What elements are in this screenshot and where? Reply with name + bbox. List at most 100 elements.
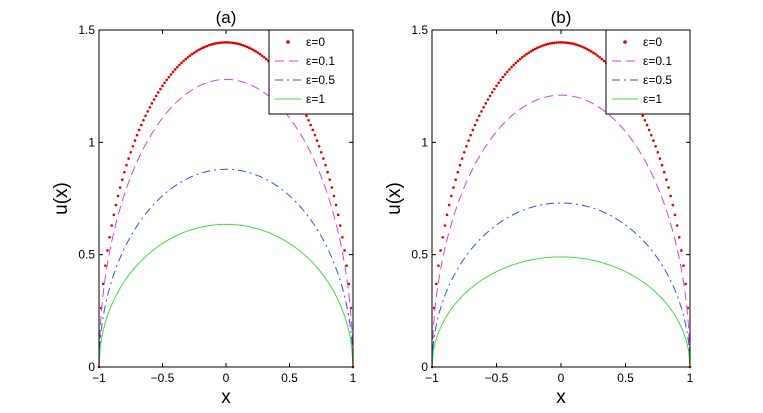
data-point [658, 157, 662, 160]
series-3 [431, 256, 691, 368]
data-point [231, 41, 234, 45]
data-point [662, 170, 666, 174]
x-tick-label: 0.5 [617, 371, 634, 385]
data-point [315, 139, 319, 142]
data-point [250, 47, 253, 51]
data-point [169, 73, 173, 76]
series-line [431, 94, 691, 368]
data-point [212, 42, 215, 46]
data-point [123, 170, 126, 174]
data-point [602, 59, 606, 63]
data-point [142, 118, 145, 122]
data-point [682, 264, 685, 267]
data-point [493, 87, 496, 91]
data-point [114, 203, 118, 207]
data-point [199, 47, 202, 51]
y-tick-label: 1.5 [78, 23, 95, 37]
data-point [252, 48, 255, 52]
data-point [184, 57, 188, 61]
y-tick-label: 0.5 [78, 248, 95, 262]
legend-box [605, 29, 691, 115]
data-point [135, 133, 139, 137]
data-point [462, 150, 466, 154]
data-point [641, 114, 644, 118]
data-point [465, 144, 468, 148]
chart-title: (b) [551, 8, 572, 27]
data-point [570, 42, 574, 45]
data-point [163, 81, 166, 85]
x-tick-label: 1 [350, 371, 357, 385]
data-point [531, 48, 535, 52]
data-point [171, 70, 175, 74]
data-point [482, 105, 485, 109]
data-point [673, 213, 677, 217]
data-point [207, 43, 211, 47]
data-point [260, 54, 264, 57]
data-point [341, 235, 344, 239]
data-point [551, 41, 554, 45]
data-point [671, 203, 675, 207]
data-point [460, 157, 464, 160]
data-point [108, 235, 111, 239]
data-point [101, 282, 105, 286]
data-point [137, 128, 141, 132]
data-point [167, 75, 171, 79]
data-point [675, 224, 679, 227]
data-point [525, 52, 528, 56]
data-point [152, 98, 156, 101]
data-point [443, 224, 447, 227]
y-tick-label: 0 [88, 360, 95, 374]
data-point [667, 186, 670, 189]
x-tick-label: −0.5 [151, 371, 175, 385]
data-point [452, 186, 455, 189]
legend-label: ε=0.5 [306, 73, 335, 87]
data-point [224, 41, 228, 44]
data-point [555, 41, 558, 44]
data-point [660, 163, 664, 167]
data-point [336, 213, 340, 217]
series-line [98, 168, 354, 368]
data-point [118, 186, 122, 189]
y-tick-label: 1.5 [411, 23, 428, 37]
data-point [133, 139, 137, 142]
data-point [247, 46, 251, 50]
data-point [305, 114, 308, 118]
data-point [576, 43, 580, 47]
data-point [435, 282, 438, 286]
data-point [180, 61, 183, 65]
data-point [647, 128, 651, 132]
data-point [480, 110, 483, 113]
data-point [116, 194, 120, 198]
x-tick-label: −1 [92, 371, 106, 385]
y-axis-label: u(x) [384, 182, 405, 215]
x-tick-label: 1 [687, 371, 694, 385]
data-point [307, 118, 310, 122]
data-point [220, 41, 224, 44]
data-point [214, 42, 217, 45]
data-point [237, 42, 240, 46]
legend-label: ε=0 [643, 35, 662, 49]
data-point [456, 170, 460, 174]
data-point [499, 78, 503, 82]
data-point [677, 235, 681, 239]
series-line [431, 256, 691, 368]
data-point [309, 123, 312, 127]
data-point [264, 57, 268, 61]
data-point [243, 44, 247, 48]
data-point [190, 52, 194, 56]
data-point [665, 178, 668, 181]
data-point [186, 56, 190, 59]
y-tick-label: 1 [421, 135, 428, 149]
data-point [650, 133, 653, 137]
series-1 [431, 94, 691, 368]
data-point [454, 178, 457, 181]
data-point [598, 56, 601, 59]
data-point [173, 68, 177, 71]
data-point [536, 46, 539, 50]
data-point [450, 194, 453, 198]
data-point [120, 178, 124, 181]
x-axis-label: x [221, 387, 231, 408]
x-tick-label: 0 [558, 371, 565, 385]
data-point [579, 44, 582, 48]
